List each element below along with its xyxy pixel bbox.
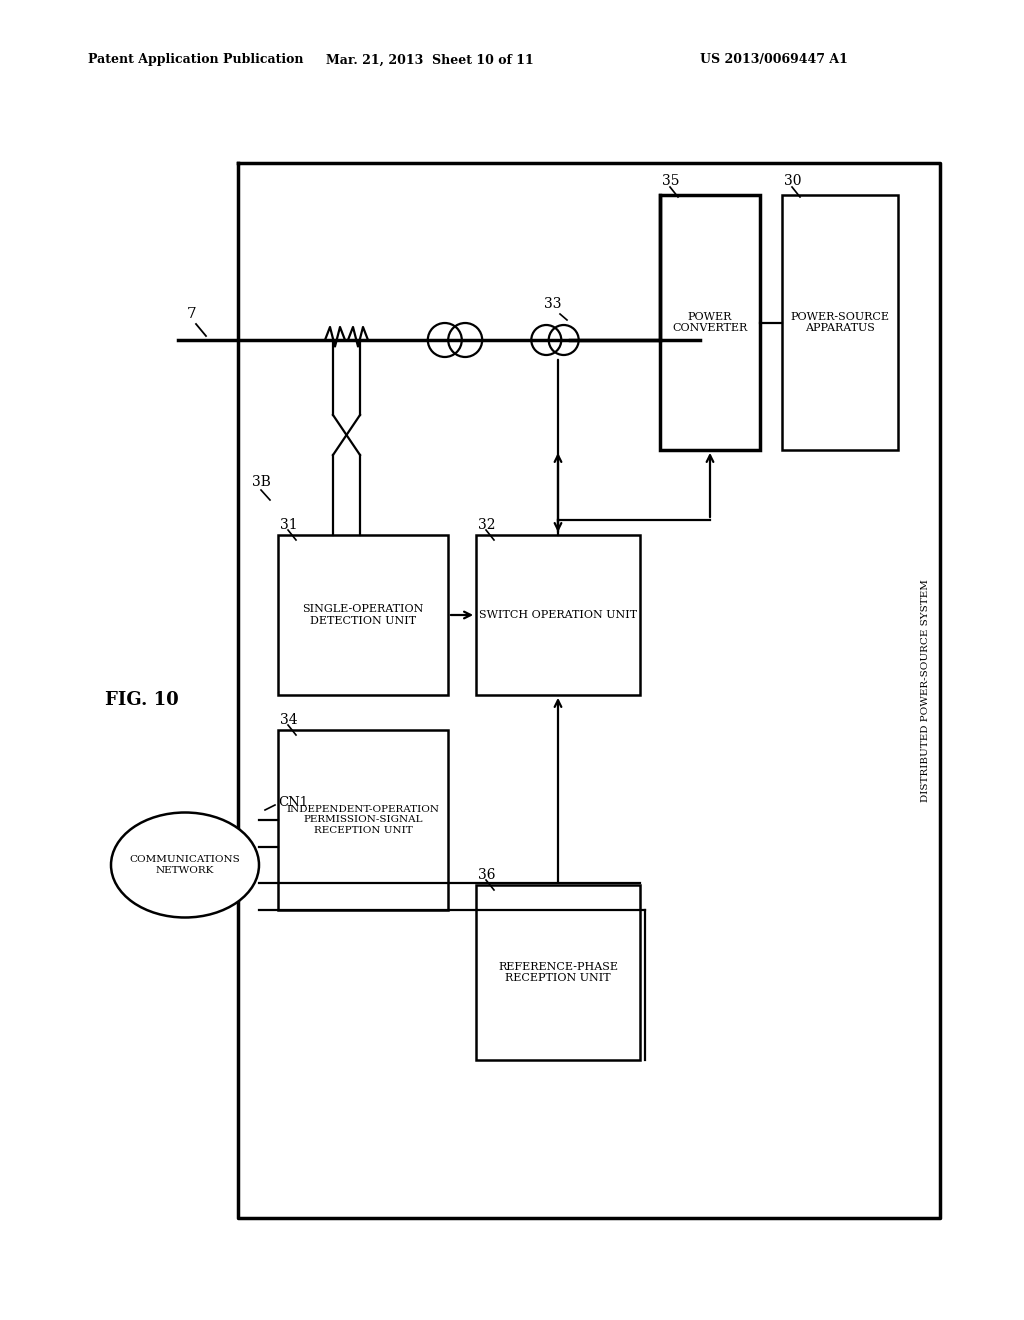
Text: 33: 33 <box>544 297 562 312</box>
Text: 35: 35 <box>662 174 680 187</box>
Text: Mar. 21, 2013  Sheet 10 of 11: Mar. 21, 2013 Sheet 10 of 11 <box>326 54 534 66</box>
Text: 3B: 3B <box>252 475 271 488</box>
Text: REFERENCE-PHASE
RECEPTION UNIT: REFERENCE-PHASE RECEPTION UNIT <box>498 962 618 983</box>
Text: CN1: CN1 <box>278 796 308 809</box>
Text: SWITCH OPERATION UNIT: SWITCH OPERATION UNIT <box>479 610 637 620</box>
Bar <box>782 195 898 450</box>
Text: 30: 30 <box>784 174 802 187</box>
Text: 31: 31 <box>280 517 298 532</box>
Text: POWER
CONVERTER: POWER CONVERTER <box>673 312 748 333</box>
Text: 34: 34 <box>280 713 298 727</box>
Ellipse shape <box>111 813 259 917</box>
Text: 36: 36 <box>478 869 496 882</box>
Bar <box>660 195 760 450</box>
Bar <box>476 535 640 696</box>
Bar <box>278 730 449 909</box>
Bar <box>476 884 640 1060</box>
Text: POWER-SOURCE
APPARATUS: POWER-SOURCE APPARATUS <box>791 312 890 333</box>
Text: DISTRIBUTED POWER-SOURCE SYSTEM: DISTRIBUTED POWER-SOURCE SYSTEM <box>922 579 931 803</box>
Text: FIG. 10: FIG. 10 <box>105 690 179 709</box>
Text: SINGLE-OPERATION
DETECTION UNIT: SINGLE-OPERATION DETECTION UNIT <box>302 605 424 626</box>
Bar <box>278 535 449 696</box>
Text: Patent Application Publication: Patent Application Publication <box>88 54 303 66</box>
Text: US 2013/0069447 A1: US 2013/0069447 A1 <box>700 54 848 66</box>
Text: COMMUNICATIONS
NETWORK: COMMUNICATIONS NETWORK <box>130 855 241 875</box>
Text: 32: 32 <box>478 517 496 532</box>
Text: INDEPENDENT-OPERATION
PERMISSION-SIGNAL
RECEPTION UNIT: INDEPENDENT-OPERATION PERMISSION-SIGNAL … <box>287 805 439 836</box>
Text: 7: 7 <box>187 308 197 321</box>
